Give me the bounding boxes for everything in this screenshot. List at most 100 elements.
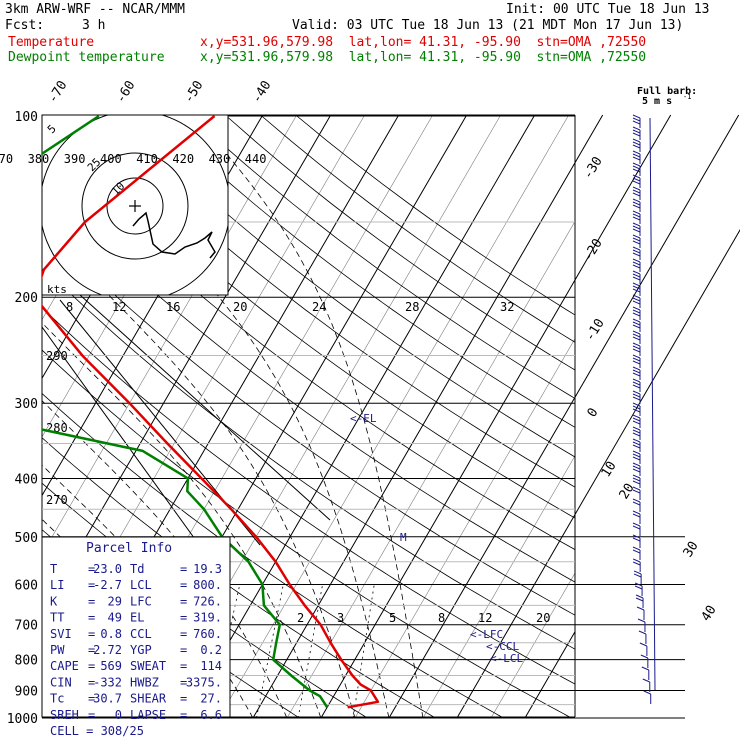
wind-barb-flag	[632, 438, 641, 443]
parcel-value: 800.	[193, 578, 222, 592]
pressure-label-900: 900	[15, 684, 38, 699]
wind-barb-flag	[632, 261, 641, 266]
wind-barb-flag	[632, 357, 641, 362]
mixing-ratio-label: 8	[438, 611, 445, 625]
parcel-eq: =	[180, 643, 187, 657]
parcel-label: LFC	[130, 594, 152, 608]
wind-barb-flag	[632, 186, 641, 191]
parcel-label: PW	[50, 643, 65, 657]
wind-barb-flag	[632, 537, 641, 542]
isotherm-ext	[575, 114, 672, 281]
wind-barb-flag	[632, 129, 641, 134]
wind-barb-flag	[641, 666, 649, 671]
wind-barb-flag	[632, 330, 641, 335]
isotherm-label-right: 10	[599, 459, 620, 480]
wind-barb-flag	[632, 477, 641, 482]
isotherm-line	[42, 115, 297, 555]
parcel-value: 726.	[193, 594, 222, 608]
mixing-ratio-label: 5	[389, 611, 396, 625]
isotherm-label-right: -10	[583, 316, 608, 344]
wind-barb-flag	[633, 573, 642, 578]
wind-barb-flag	[632, 486, 641, 491]
parcel-label: HWBZ	[130, 675, 159, 689]
wind-barb-flag	[632, 153, 641, 158]
isotherm-ext	[575, 114, 740, 399]
wind-barb-flag	[632, 213, 641, 218]
pressure-label-800: 800	[15, 654, 38, 669]
wind-barb-flag	[632, 462, 641, 467]
wind-barb-flag	[632, 225, 641, 230]
isotherm-label-top: -60	[113, 78, 138, 106]
isotherm-line	[491, 572, 575, 717]
wind-barb-flag	[635, 594, 644, 599]
parcel-eq: =	[180, 594, 187, 608]
temperature-location: x,y=531.96,579.98 lat,lon= 41.31, -95.90…	[200, 35, 647, 50]
parcel-value: 19.3	[193, 562, 222, 576]
upper-scale-label: 12	[112, 300, 126, 314]
wind-barb-flag	[632, 210, 641, 215]
isotherm-label-top: -40	[249, 78, 274, 106]
wind-barb-flag	[632, 414, 641, 419]
parcel-value: 6.6	[200, 708, 222, 722]
wind-barb-flag	[632, 150, 641, 155]
wind-barb-flag	[632, 324, 641, 329]
parcel-value: 114	[200, 659, 222, 673]
pressure-label-600: 600	[15, 578, 38, 593]
parcel-label: Td	[130, 562, 144, 576]
isotherm-label-right: 20	[617, 481, 638, 502]
parcel-box	[41, 536, 231, 718]
wind-barb-flag	[632, 534, 641, 539]
isotherm-line	[42, 115, 332, 614]
wind-barb-flag	[632, 114, 641, 119]
wind-barb-flag	[632, 345, 641, 350]
parcel-eq: =	[88, 659, 95, 673]
hodograph-trace	[132, 211, 216, 259]
parcel-label: SREH	[50, 708, 79, 722]
wind-barb-flag	[632, 465, 641, 470]
wind-barb-flag	[632, 201, 641, 206]
upper-scale-label: 20	[233, 300, 247, 314]
wind-barb-flag	[632, 456, 641, 461]
melting-marker: M	[400, 531, 407, 544]
wind-barb-flag	[632, 156, 641, 161]
theta-label: 440	[245, 152, 267, 166]
isotherm-label-top: -70	[45, 78, 70, 106]
hodograph-ring-outer	[81, 152, 189, 260]
wind-barb-flag	[632, 417, 641, 422]
isotherm-line	[219, 115, 569, 717]
parcel-eq: =	[180, 627, 187, 641]
wind-barb-flag	[632, 393, 641, 398]
upper-scale-label: 16	[166, 300, 180, 314]
parcel-value: -2.7	[93, 578, 122, 592]
wind-barb-flag	[632, 384, 641, 389]
wind-barb-flag	[640, 654, 649, 659]
isotherm-label-top: -80	[0, 78, 3, 106]
wind-barb-flag	[632, 321, 641, 326]
parcel-eq: =	[180, 562, 187, 576]
hodograph-ring-inner	[106, 177, 164, 235]
parcel-label: EL	[130, 611, 144, 625]
parcel-label: LI	[50, 578, 64, 592]
wind-barb-flag	[632, 429, 641, 434]
theta-label: 430	[209, 152, 231, 166]
parcel-value: -332	[93, 675, 122, 689]
wind-barb-flag	[632, 510, 641, 515]
wind-barb-flag	[632, 468, 641, 473]
isotherm-label-right: -20	[581, 236, 606, 264]
parcel-label: SHEAR	[130, 692, 167, 706]
el-marker: <-EL	[350, 412, 377, 425]
wind-barb-flag	[632, 168, 641, 173]
lcl-marker: <-LCL	[490, 652, 523, 665]
wind-barb-flag	[632, 546, 641, 551]
mixing-ratio-line	[352, 584, 375, 717]
wind-barb-flag	[632, 408, 641, 413]
wind-barb-flag	[632, 270, 641, 275]
parcel-value: 29	[108, 594, 122, 608]
parcel-eq: =	[88, 643, 95, 657]
wind-barb-flag	[632, 498, 641, 503]
parcel-label: LCL	[130, 578, 152, 592]
hodograph-unit-label: kts	[47, 283, 67, 296]
wind-barb-flag	[632, 249, 641, 254]
dry-adiabat	[190, 115, 575, 399]
